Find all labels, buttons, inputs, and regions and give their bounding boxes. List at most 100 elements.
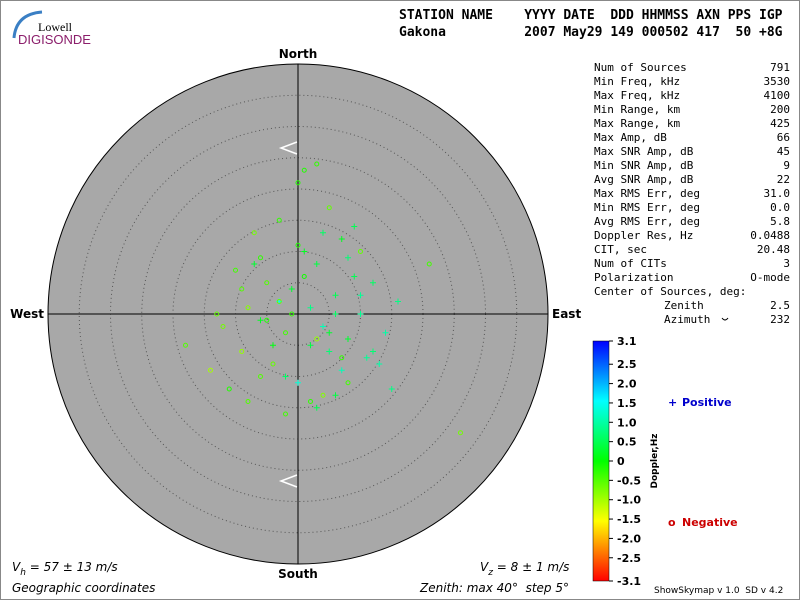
point-positive <box>338 367 345 374</box>
stat-value: 791 <box>770 61 790 74</box>
point-positive <box>351 273 358 280</box>
point-positive <box>326 329 333 336</box>
stat-label: Max Range, km <box>594 117 680 130</box>
stat-label: Max SNR Amp, dB <box>594 145 694 158</box>
version: ShowSkymap v 1.0 SD v 4.2 <box>654 586 783 596</box>
legend-marker: o <box>668 516 676 529</box>
point-negative <box>214 311 220 317</box>
point-negative <box>245 399 251 404</box>
logo-swoosh <box>12 10 43 39</box>
point-positive <box>307 342 314 349</box>
point-negative <box>283 411 288 417</box>
point-positive <box>395 298 401 305</box>
point-positive <box>270 342 276 349</box>
point-negative <box>426 261 432 267</box>
stat-value: 3530 <box>764 75 791 88</box>
point-negative <box>239 286 245 292</box>
colorbar: 3.1 2.5 2.0 1.5 1.0 0.5 0 -0.5 -1.0 -1.5 -2.0 -2.5 -… <box>592 335 660 588</box>
point-negative <box>289 311 295 317</box>
point-positive <box>332 311 339 317</box>
colorbar-tick-label: 0.5 <box>617 436 637 449</box>
stat-label: Avg RMS Err, deg <box>594 215 700 228</box>
point-positive <box>370 279 376 286</box>
chevron <box>278 474 298 488</box>
point-negative <box>264 280 270 286</box>
vz: Vz = 8 ± 1 m/s <box>480 560 569 578</box>
center-label: Zenith <box>664 299 704 312</box>
stat-label: Max Amp, dB <box>594 131 667 144</box>
point-positive <box>320 229 326 236</box>
point-negative <box>301 167 307 173</box>
colorbar-label: Doppler,Hz <box>650 433 660 488</box>
stat-value: 5.8 <box>770 215 790 228</box>
point-positive <box>351 223 358 230</box>
point-positive <box>257 317 264 324</box>
vh-symbol: V <box>12 560 21 574</box>
stat-label: Min Range, km <box>594 103 680 116</box>
point-positive <box>332 292 339 299</box>
point-positive <box>251 261 258 267</box>
point-negative <box>339 355 345 361</box>
stat-value: 20.48 <box>757 243 790 256</box>
logo-bottom: DIGISONDE <box>18 32 91 47</box>
point-positive <box>295 379 301 386</box>
center-value: 232 <box>770 313 790 326</box>
legend-label: Negative <box>682 516 738 529</box>
point-negative <box>326 205 332 211</box>
stat-value: 425 <box>770 117 790 130</box>
point-negative <box>345 380 351 386</box>
colorbar-tick-label: -1.5 <box>617 513 641 526</box>
legend-marker: + <box>668 396 677 409</box>
colorbar-tick-label: 0 <box>617 455 625 468</box>
chevron <box>278 141 298 155</box>
vh-sub: h <box>20 568 26 578</box>
point-negative <box>314 336 320 342</box>
direction-label: South <box>278 567 318 581</box>
stat-value: 31.0 <box>764 187 791 200</box>
point-positive <box>382 329 389 336</box>
point-positive <box>338 236 345 242</box>
point-negative <box>320 392 326 398</box>
stat-label: Min Freq, kHz <box>594 75 680 88</box>
stat-value: 4100 <box>764 89 791 102</box>
header-values: Gakona 2007 May29 149 000502 417 50 +8G <box>399 25 783 40</box>
colorbar-tick-label: 1.5 <box>617 397 637 410</box>
point-negative <box>245 305 251 311</box>
stat-label: Doppler Res, Hz <box>594 229 693 242</box>
logo-top: Lowell <box>38 20 73 34</box>
point-positive <box>282 373 289 380</box>
colorbar-tick-label: 2.0 <box>617 378 637 391</box>
colorbar-gradient <box>592 340 610 582</box>
point-negative <box>251 230 257 236</box>
point-positive <box>288 286 295 292</box>
azimuth-icon <box>721 317 729 321</box>
colorbar-tick-label: -1.0 <box>617 494 641 507</box>
stat-label: CIT, sec <box>594 243 647 256</box>
point-positive <box>307 304 314 311</box>
point-negative <box>308 399 313 404</box>
point-positive <box>313 404 320 411</box>
point-positive <box>332 392 339 399</box>
stat-label: Num of Sources <box>594 61 687 74</box>
direction-label: West <box>10 307 44 321</box>
point-negative <box>276 217 282 223</box>
point-positive <box>388 386 395 392</box>
point-positive <box>301 248 308 255</box>
vh: Vh = 57 ± 13 m/s <box>12 560 118 578</box>
point-negative <box>276 299 282 304</box>
point-positive <box>357 292 364 299</box>
vh-text: = 57 ± 13 m/s <box>26 560 118 574</box>
point-negative <box>233 267 238 273</box>
point-negative <box>270 361 276 367</box>
stat-label: Avg SNR Amp, dB <box>594 173 694 186</box>
point-positive <box>370 348 376 355</box>
colorbar-tick-label: -2.5 <box>617 552 641 565</box>
stats-table: Num of Sources 791 Min Freq, kHz 3530 Max Fr… <box>594 61 790 326</box>
direction-label: East <box>552 307 581 321</box>
zenith-note: Zenith: max 40° step 5° <box>419 581 569 595</box>
center-label: Azimuth <box>664 313 710 326</box>
point-negative <box>226 386 232 392</box>
point-negative <box>220 324 226 329</box>
colorbar-tick-label: 1.0 <box>617 416 637 429</box>
